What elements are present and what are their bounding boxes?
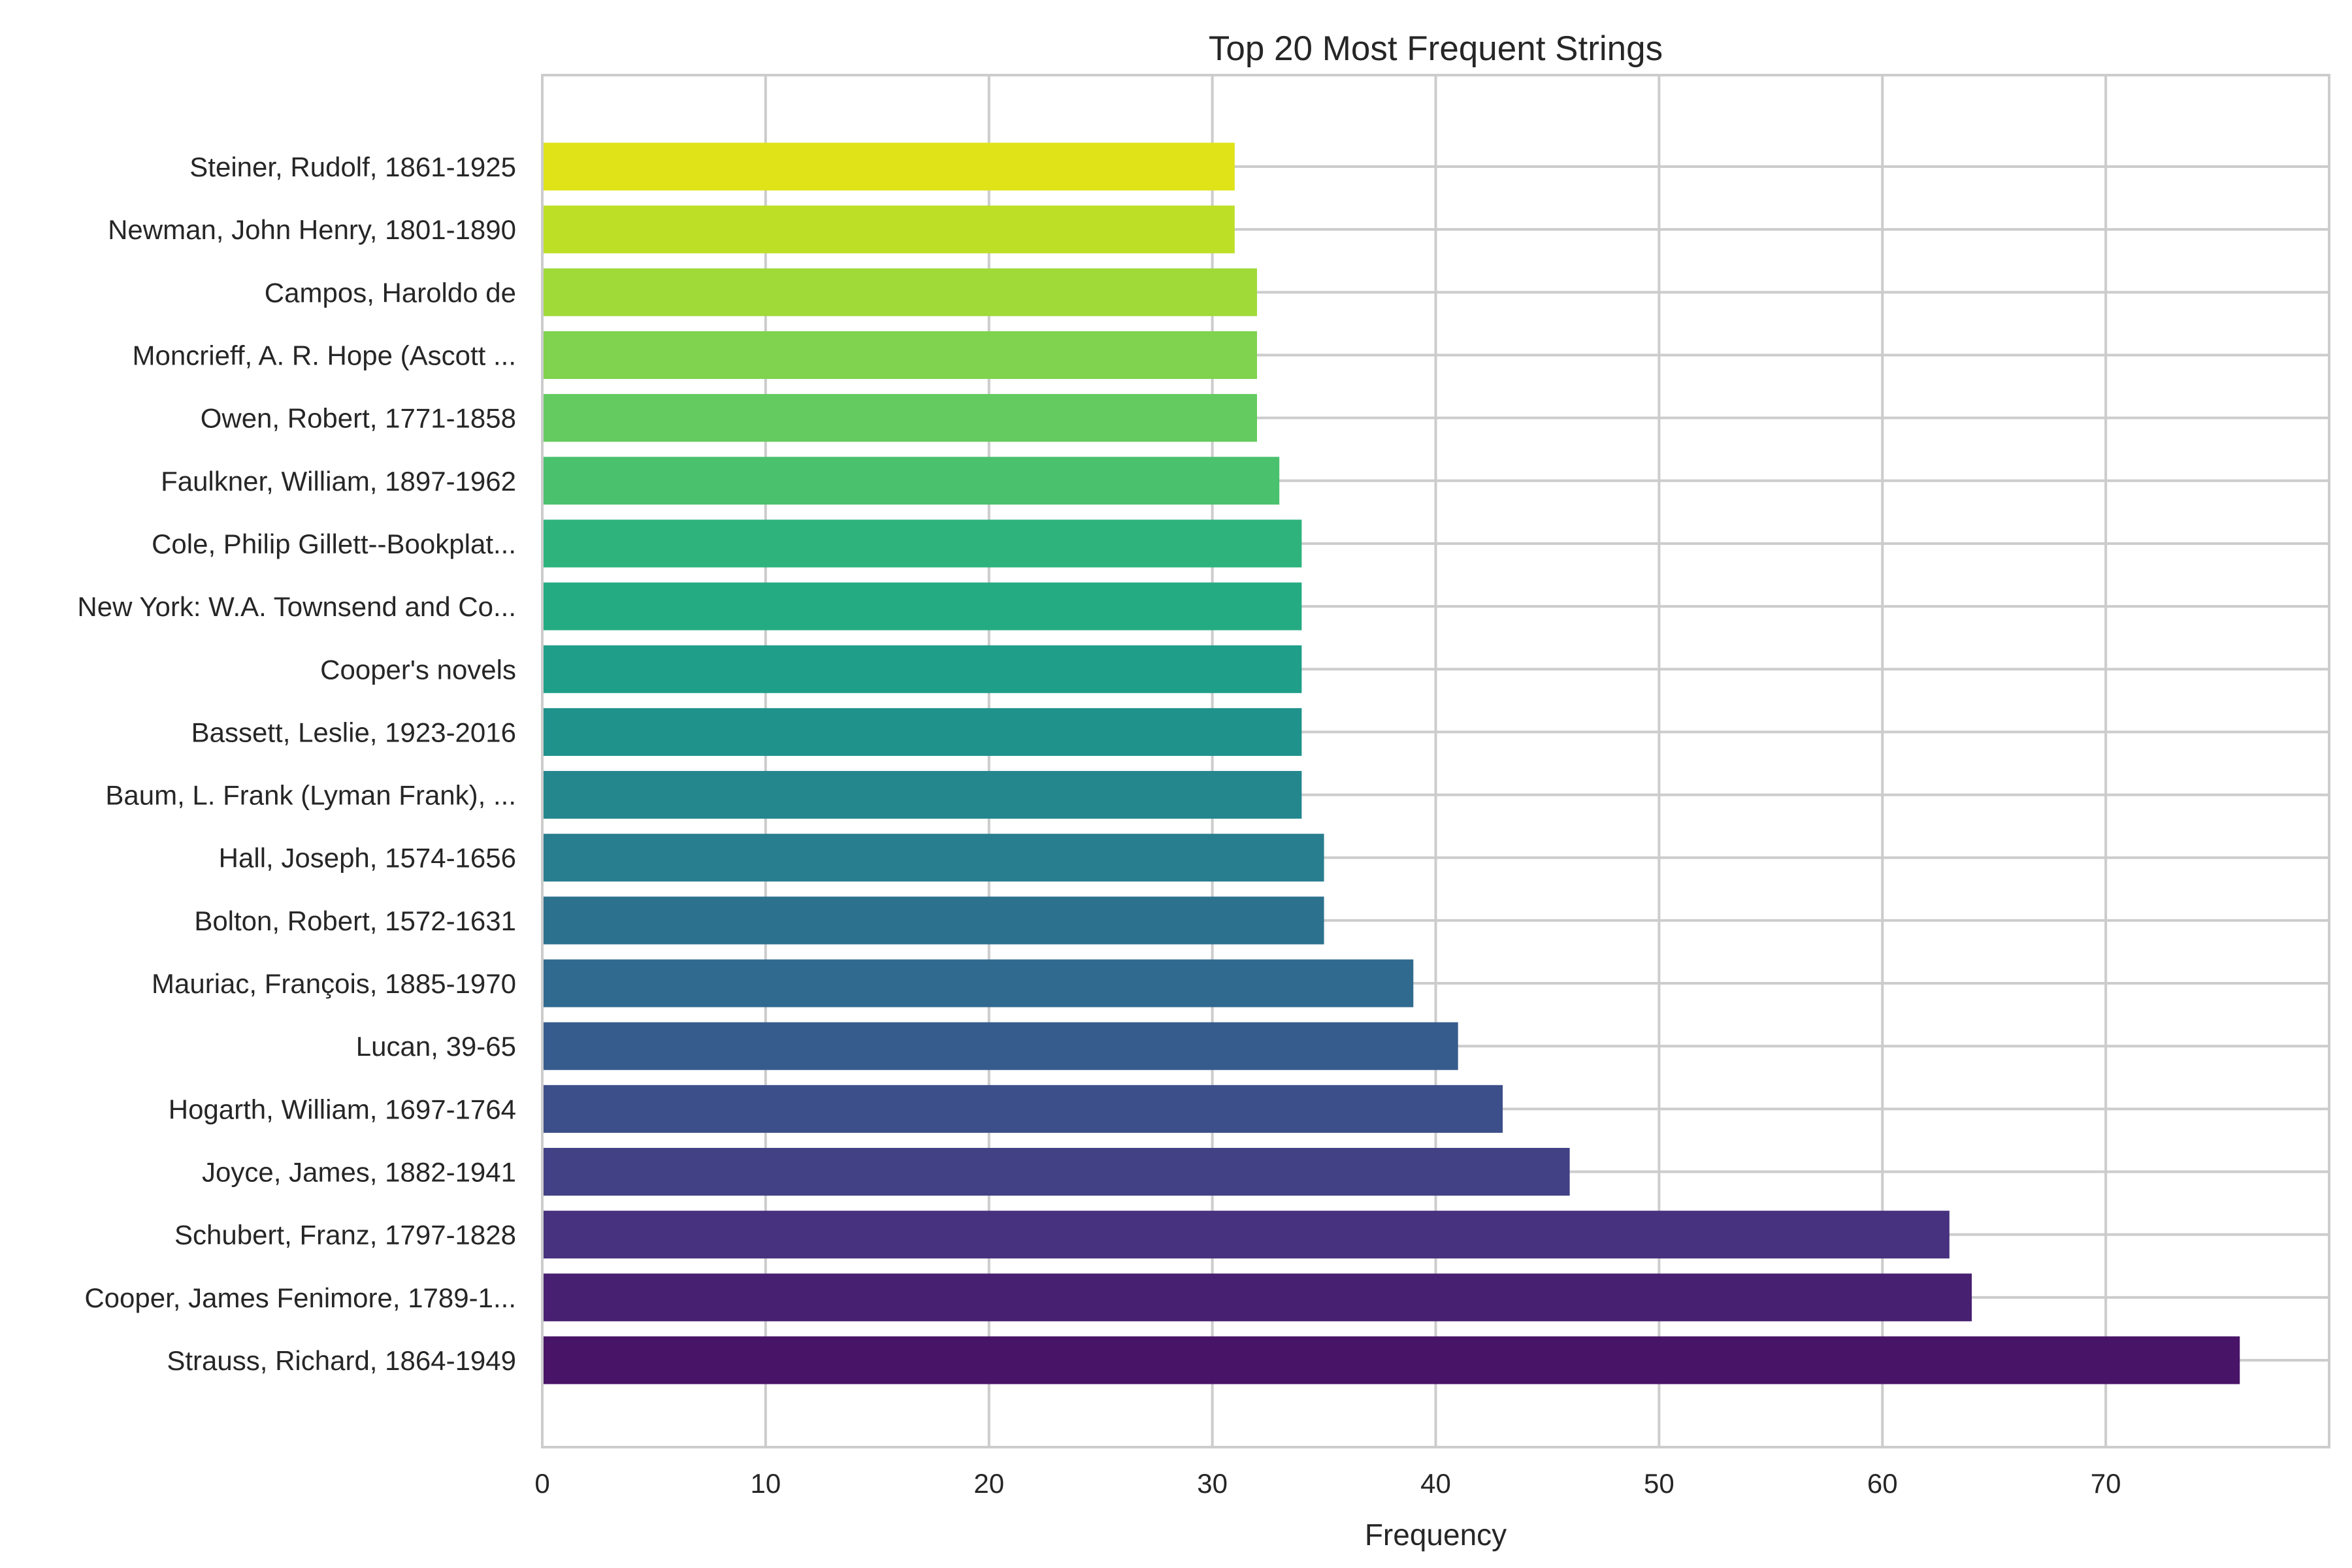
x-tick-label: 10 [751, 1468, 781, 1499]
plot-frame [541, 74, 2330, 1448]
x-tick-label: 40 [1420, 1468, 1451, 1499]
y-tick-label: Steiner, Rudolf, 1861-1925 [189, 152, 516, 182]
y-tick-label: Lucan, 39-65 [356, 1031, 516, 1062]
y-tick-label: New York: W.A. Townsend and Co... [77, 591, 516, 622]
bar [542, 1085, 1503, 1133]
y-tick-label: Bassett, Leslie, 1923-2016 [191, 717, 516, 747]
y-tick-label: Moncrieff, A. R. Hope (Ascott ... [133, 340, 516, 370]
x-tick-label: 0 [534, 1468, 549, 1499]
y-tick-label: Hogarth, William, 1697-1764 [169, 1094, 516, 1124]
x-tick-label: 70 [2091, 1468, 2121, 1499]
bar [542, 582, 1302, 630]
bar [542, 896, 1324, 945]
bar [542, 268, 1257, 316]
y-tick-label: Bolton, Robert, 1572-1631 [194, 906, 516, 936]
bar [542, 1273, 1972, 1322]
x-tick-label: 20 [973, 1468, 1004, 1499]
bar [542, 142, 1235, 191]
bar [542, 834, 1324, 882]
x-tick-label: 50 [1644, 1468, 1674, 1499]
x-tick-label: 60 [1867, 1468, 1898, 1499]
bar [542, 205, 1235, 253]
x-axis-label: Frequency [1365, 1518, 1507, 1552]
y-tick-label: Faulkner, William, 1897-1962 [161, 466, 516, 497]
x-tick-labels: 0 10 20 30 40 50 60 70 [534, 1468, 2121, 1499]
bar [542, 708, 1302, 756]
bar [542, 771, 1302, 819]
bar [542, 645, 1302, 693]
y-tick-label: Cole, Philip Gillett--Bookplat... [152, 529, 516, 559]
y-tick-label: Joyce, James, 1882-1941 [202, 1157, 516, 1188]
y-tick-label: Campos, Haroldo de [265, 277, 516, 308]
bar [542, 519, 1302, 568]
y-tick-label: Owen, Robert, 1771-1858 [201, 403, 516, 434]
bar [542, 1211, 1950, 1259]
y-tick-label: Mauriac, François, 1885-1970 [152, 968, 516, 999]
y-tick-label: Hall, Joseph, 1574-1656 [219, 843, 516, 874]
y-tick-label: Cooper, James Fenimore, 1789-1... [84, 1282, 516, 1313]
y-tick-label: Strauss, Richard, 1864-1949 [167, 1345, 516, 1376]
x-tick-label: 30 [1197, 1468, 1228, 1499]
chart-title: Top 20 Most Frequent Strings [1209, 29, 1663, 68]
y-tick-label: Baum, L. Frank (Lyman Frank), ... [105, 780, 516, 811]
y-tick-label: Newman, John Henry, 1801-1890 [108, 214, 516, 245]
bar [542, 331, 1257, 380]
bar [542, 1147, 1570, 1196]
bar [542, 1022, 1458, 1070]
y-tick-label: Cooper's novels [320, 654, 516, 685]
y-tick-labels: Strauss, Richard, 1864-1949 Cooper, James… [77, 152, 516, 1376]
bar [542, 394, 1257, 442]
y-tick-label: Schubert, Franz, 1797-1828 [174, 1220, 516, 1250]
bar [542, 959, 1414, 1007]
bar-layer [542, 142, 2240, 1384]
bar [542, 457, 1280, 505]
bar [542, 1336, 2240, 1384]
